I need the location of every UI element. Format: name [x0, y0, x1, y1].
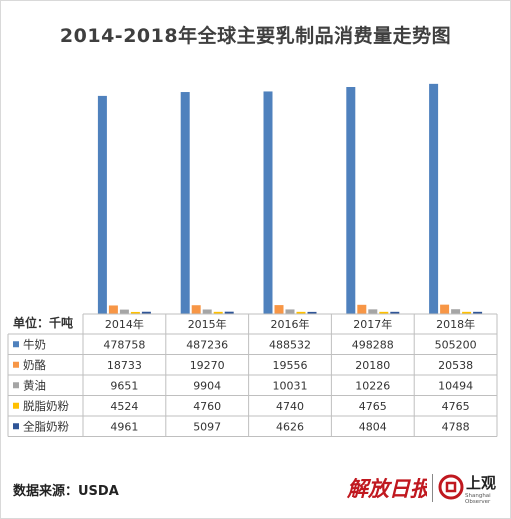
data-label-全脂奶粉-2015年: 5097	[193, 421, 221, 434]
legend-key-全脂奶粉	[13, 423, 19, 430]
bar-牛奶-2018年	[429, 83, 439, 314]
data-label-奶酪-2014年: 18733	[107, 359, 142, 372]
legend-key-脱脂奶粉	[13, 402, 19, 409]
legend-key-牛奶	[13, 341, 19, 348]
bar-牛奶-2015年	[180, 92, 190, 315]
shangguan-logo-icon	[438, 474, 464, 500]
legend-label-奶酪: 奶酪	[23, 358, 46, 372]
bar-奶酪-2015年	[191, 305, 201, 314]
bar-脱脂奶粉-2015年	[213, 311, 223, 314]
unit-label: 单位：千吨	[13, 316, 74, 330]
data-label-黄油-2018年: 10494	[438, 380, 473, 393]
data-label-脱脂奶粉-2018年: 4765	[442, 400, 470, 413]
data-label-牛奶-2018年: 505200	[435, 339, 477, 352]
data-label-全脂奶粉-2016年: 4626	[276, 421, 304, 434]
bar-牛奶-2017年	[346, 87, 356, 314]
data-label-奶酪-2018年: 20538	[438, 359, 473, 372]
x-tick-label-2018年: 2018年	[436, 317, 475, 331]
bar-全脂奶粉-2017年	[390, 311, 400, 314]
data-label-牛奶-2015年: 487236	[186, 339, 228, 352]
bar-牛奶-2014年	[97, 95, 107, 314]
x-tick-label-2017年: 2017年	[353, 317, 392, 331]
data-label-黄油-2016年: 10031	[273, 380, 308, 393]
bar-脱脂奶粉-2014年	[130, 311, 140, 314]
bar-黄油-2017年	[368, 309, 378, 314]
data-label-脱脂奶粉-2014年: 4524	[110, 400, 138, 413]
data-label-奶酪-2015年: 19270	[190, 359, 225, 372]
jiefang-daily-logo: 解放日报	[346, 476, 427, 501]
bar-奶酪-2017年	[357, 304, 367, 314]
data-label-全脂奶粉-2018年: 4788	[442, 421, 470, 434]
data-label-奶酪-2017年: 20180	[355, 359, 390, 372]
chart-title: 2014-2018年全球主要乳制品消费量走势图	[59, 25, 452, 47]
data-label-黄油-2015年: 9904	[193, 380, 221, 393]
legend-key-黄油	[13, 382, 19, 389]
shangguan-logo-subtext: Shanghai Observer	[465, 493, 491, 505]
data-label-脱脂奶粉-2016年: 4740	[276, 400, 304, 413]
bar-全脂奶粉-2015年	[224, 311, 234, 314]
bar-脱脂奶粉-2018年	[462, 311, 472, 314]
bar-黄油-2014年	[119, 309, 129, 314]
data-label-奶酪-2016年: 19556	[273, 359, 308, 372]
bar-黄油-2015年	[202, 309, 212, 314]
data-label-全脂奶粉-2014年: 4961	[110, 421, 138, 434]
bar-奶酪-2018年	[440, 304, 450, 314]
bar-牛奶-2016年	[263, 91, 273, 314]
x-tick-label-2014年: 2014年	[105, 317, 144, 331]
data-label-全脂奶粉-2017年: 4804	[359, 421, 387, 434]
legend-label-脱脂奶粉: 脱脂奶粉	[23, 399, 69, 413]
data-label-脱脂奶粉-2017年: 4765	[359, 400, 387, 413]
data-source: 数据来源：USDA	[13, 484, 119, 499]
data-label-牛奶-2014年: 478758	[103, 339, 145, 352]
data-label-牛奶-2016年: 488532	[269, 339, 311, 352]
jiefang-daily-logo-text: 解放日报	[346, 476, 427, 501]
shangguan-logo-text: 上观	[466, 474, 497, 492]
bar-脱脂奶粉-2017年	[379, 311, 389, 314]
legend-key-奶酪	[13, 361, 19, 368]
bar-脱脂奶粉-2016年	[296, 311, 306, 314]
legend-label-牛奶: 牛奶	[23, 338, 46, 352]
bar-全脂奶粉-2014年	[141, 311, 151, 314]
data-label-牛奶-2017年: 498288	[352, 339, 394, 352]
bar-全脂奶粉-2018年	[473, 311, 483, 314]
legend-label-黄油: 黄油	[23, 379, 46, 393]
legend-label-全脂奶粉: 全脂奶粉	[23, 420, 69, 434]
data-label-黄油-2017年: 10226	[355, 380, 390, 393]
bar-奶酪-2016年	[274, 305, 284, 314]
bar-奶酪-2014年	[108, 305, 118, 314]
x-tick-label-2016年: 2016年	[271, 317, 310, 331]
data-label-黄油-2014年: 9651	[110, 380, 138, 393]
data-label-脱脂奶粉-2015年: 4760	[193, 400, 221, 413]
bar-黄油-2016年	[285, 309, 295, 314]
bar-黄油-2018年	[451, 309, 461, 314]
logo-separator	[432, 474, 433, 502]
x-tick-label-2015年: 2015年	[188, 317, 227, 331]
bar-全脂奶粉-2016年	[307, 311, 317, 314]
